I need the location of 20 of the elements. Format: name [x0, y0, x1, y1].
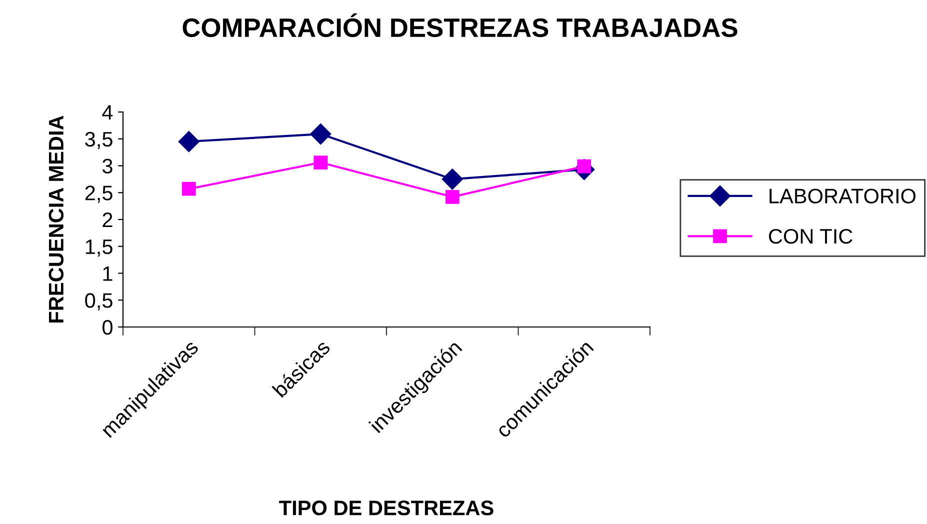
point — [442, 168, 463, 190]
y-axis-title: FRECUENCIA MEDIA — [48, 116, 64, 322]
point — [178, 131, 200, 152]
y-tick-label: 1,5 — [86, 240, 112, 257]
y-tick-label: 2,5 — [85, 186, 112, 203]
point — [314, 156, 328, 170]
legend-label: LABORATORIO — [770, 188, 916, 204]
chart-title: COMPARACIÓN DESTREZAS TRABAJADAS — [182, 13, 738, 38]
point — [310, 124, 332, 145]
point — [182, 182, 196, 196]
y-tick-label: 4 — [102, 105, 113, 120]
y-tick-label: 0,5 — [85, 293, 112, 310]
y-tick-label: 3 — [102, 158, 112, 174]
y-tick-label: 1 — [103, 266, 112, 281]
y-tick-label: 3,5 — [85, 132, 112, 150]
legend-label: CON TIC — [768, 228, 852, 244]
x-axis-title: TIPO DE DESTREZAS — [279, 500, 494, 516]
point — [445, 190, 460, 204]
y-tick-label: 2 — [102, 212, 112, 228]
y-tick-label: 0 — [102, 320, 112, 335]
